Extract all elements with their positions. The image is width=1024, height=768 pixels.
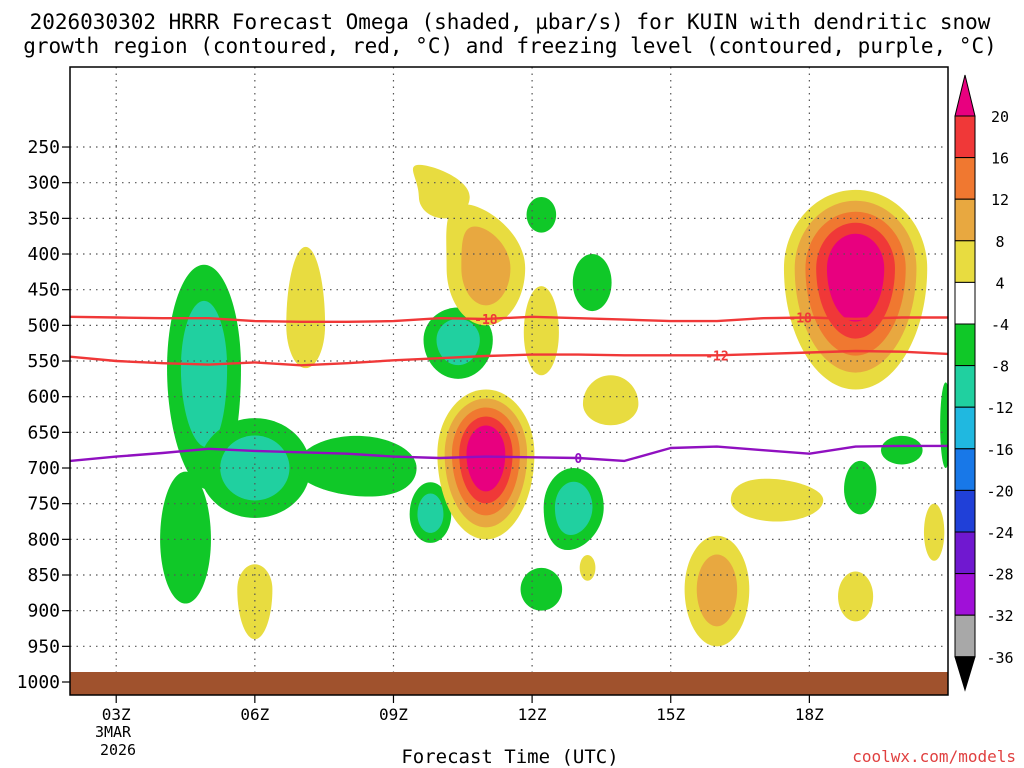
omega-region-24-level-4 xyxy=(838,571,874,622)
y-tick-label-600: 600 xyxy=(27,387,60,408)
x-tick-label-09Z: 09Z xyxy=(379,705,408,724)
y-tick-label-450: 450 xyxy=(27,280,60,301)
watermark: coolwx.com/models xyxy=(852,747,1016,766)
omega-region-22-level-4 xyxy=(730,478,824,522)
colorbar-label-7: -12 xyxy=(986,399,1013,417)
y-tick-label-800: 800 xyxy=(27,529,60,550)
y-tick-label-850: 850 xyxy=(27,565,60,586)
colorbar: 20 16 12 8 4 -4 -8 -12 -16 -20 -24 -28 -32 -36 xyxy=(954,74,1014,692)
contour-lines xyxy=(70,315,948,463)
y-tick-label-350: 350 xyxy=(27,208,60,229)
y-tick-label-650: 650 xyxy=(27,422,60,443)
colorbar-segment-0 xyxy=(954,115,976,159)
omega-region-21-level-8 xyxy=(696,554,738,627)
omega-region-11-level--8 xyxy=(880,435,923,465)
colorbar-segment-9 xyxy=(954,489,976,533)
freezing_0C-label-0: 0 xyxy=(574,452,582,467)
colorbar-segment-10 xyxy=(954,531,976,575)
omega-region-2-level--8 xyxy=(160,471,211,604)
y-tick-label-900: 900 xyxy=(27,601,60,622)
omega-region-12-level--8 xyxy=(940,382,948,469)
omega-region-16-level-8 xyxy=(461,226,511,306)
x-tick-label-15Z: 15Z xyxy=(656,705,685,724)
chart-title-line1: 2026030302 HRRR Forecast Omega (shaded, … xyxy=(30,10,991,34)
gridlines xyxy=(70,67,948,695)
ground-surface xyxy=(70,672,948,695)
y-tick-label-750: 750 xyxy=(27,494,60,515)
y-axis: 250 300 350 400 450 500 550 600 650 700 750 800 850 9… xyxy=(17,137,70,693)
dgz_-12C-line xyxy=(70,349,948,367)
colorbar-segment-8 xyxy=(954,448,976,491)
y-tick-label-400: 400 xyxy=(27,244,60,265)
colorbar-label-6: -8 xyxy=(991,358,1009,376)
omega-region-19-level-4 xyxy=(582,375,639,426)
omega-region-8-level--12 xyxy=(554,481,593,536)
plot-frame xyxy=(69,66,949,696)
colorbar-label-0: 20 xyxy=(991,108,1009,126)
colorbar-segment-2 xyxy=(954,198,976,242)
colorbar-label-1: 16 xyxy=(991,150,1009,168)
x-tick-label-12Z: 12Z xyxy=(518,705,547,724)
y-tick-label-250: 250 xyxy=(27,137,60,158)
x-axis-title: Forecast Time (UTC) xyxy=(401,746,618,768)
omega-region-25-level-4 xyxy=(923,503,945,561)
freezing_0C-line xyxy=(70,444,948,463)
colorbar-label-13: -36 xyxy=(986,649,1013,667)
y-tick-label-700: 700 xyxy=(27,458,60,479)
dgz_-18C-line xyxy=(70,315,948,323)
omega-region-14-level-4 xyxy=(237,564,273,640)
dgz_-12C-label-0: -12 xyxy=(705,349,728,364)
omega-shading xyxy=(160,164,948,647)
dgz_-18C-label-1: -18 xyxy=(788,312,812,327)
x-axis: 03Z 06Z 09Z 12Z 15Z 18Z xyxy=(102,695,824,724)
omega-region-9-level--8 xyxy=(520,567,563,611)
chart-title-line2: growth region (contoured, red, °C) and f… xyxy=(23,34,997,58)
dgz_-18C-label-0: -18 xyxy=(474,313,498,328)
omega-region-4-level--12 xyxy=(436,318,480,366)
y-tick-label-950: 950 xyxy=(27,636,60,657)
omega-region-7-level--8 xyxy=(572,254,612,312)
colorbar-segment-6 xyxy=(954,365,976,408)
y-tick-label-550: 550 xyxy=(27,351,60,372)
date-label-year: 2026 xyxy=(100,741,136,759)
x-tick-label-18Z: 18Z xyxy=(795,705,824,724)
colorbar-segment-1 xyxy=(954,157,976,200)
colorbar-segment-11 xyxy=(954,573,976,616)
colorbar-top-arrow xyxy=(954,74,976,117)
y-tick-label-300: 300 xyxy=(27,173,60,194)
y-tick-label-500: 500 xyxy=(27,315,60,336)
y-tick-label-1000: 1000 xyxy=(17,672,60,693)
omega-region-17-level-4 xyxy=(523,286,559,376)
omega-region-0-level--12 xyxy=(180,300,228,447)
colorbar-label-9: -20 xyxy=(986,482,1013,500)
colorbar-bottom-arrow xyxy=(954,656,976,692)
omega-region-13-level-4 xyxy=(286,246,326,369)
omega-region-15-level-4 xyxy=(412,164,470,219)
colorbar-label-2: 12 xyxy=(991,191,1009,209)
omega-region-3-level--8 xyxy=(296,435,417,497)
colorbar-label-12: -32 xyxy=(986,607,1013,625)
omega-region-5-level--12 xyxy=(417,493,444,533)
colorbar-segment-7 xyxy=(954,406,976,450)
omega-region-10-level--8 xyxy=(844,460,877,515)
colorbar-label-10: -24 xyxy=(986,524,1013,542)
colorbar-label-4: 4 xyxy=(995,274,1004,292)
colorbar-segment-5 xyxy=(954,323,976,367)
omega-region-23-level-20 xyxy=(826,233,885,322)
colorbar-label-3: 8 xyxy=(995,233,1004,251)
colorbar-segment-12 xyxy=(954,614,976,658)
omega-region-20-level-4 xyxy=(579,555,596,581)
colorbar-label-8: -16 xyxy=(986,441,1013,459)
x-tick-label-03Z: 03Z xyxy=(102,705,131,724)
colorbar-segment-3 xyxy=(954,240,976,283)
omega-region-6-level--8 xyxy=(526,196,557,233)
contour-labels: -18 -18 -12 0 xyxy=(474,312,812,468)
omega-region-18-level-20 xyxy=(466,425,506,492)
x-tick-label-06Z: 06Z xyxy=(240,705,269,724)
colorbar-label-11: -28 xyxy=(986,566,1013,584)
colorbar-label-5: -4 xyxy=(991,316,1009,334)
date-label-day: 3MAR xyxy=(95,723,132,741)
colorbar-segment-4 xyxy=(954,281,976,325)
